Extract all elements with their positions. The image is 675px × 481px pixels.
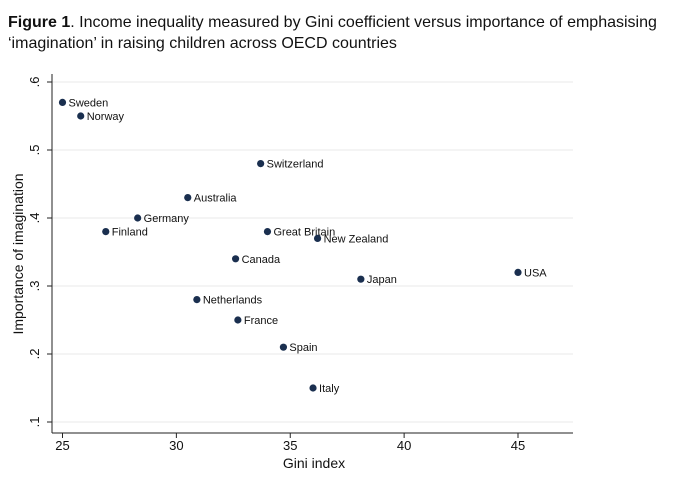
x-tick-label: 30 <box>169 438 183 453</box>
x-axis-title: Gini index <box>283 455 345 471</box>
x-tick-label: 40 <box>397 438 411 453</box>
data-point <box>102 228 110 236</box>
data-point-label: Germany <box>144 213 190 225</box>
data-point <box>357 275 365 283</box>
data-point-label: Spain <box>289 342 317 354</box>
data-point-label: USA <box>524 267 547 279</box>
figure-label: Figure 1 <box>8 14 71 31</box>
data-point-label: Sweden <box>69 97 109 109</box>
data-point-label: France <box>244 315 278 327</box>
data-point-label: Netherlands <box>203 295 263 307</box>
y-tick-label: .3 <box>27 281 42 292</box>
data-point <box>309 384 317 392</box>
x-tick-label: 35 <box>283 438 297 453</box>
data-point <box>313 234 322 242</box>
y-tick-label: .5 <box>27 145 42 156</box>
data-point <box>234 316 242 324</box>
data-point <box>77 112 85 120</box>
data-point-label: Canada <box>242 254 281 266</box>
data-point-label: New Zealand <box>324 233 389 245</box>
data-point <box>184 194 192 202</box>
x-tick-label: 45 <box>511 438 525 453</box>
data-point <box>257 160 265 168</box>
data-point <box>231 255 240 263</box>
data-point <box>514 268 522 276</box>
y-tick-label: .2 <box>27 349 42 360</box>
data-point <box>58 98 67 106</box>
x-tick-label: 25 <box>55 438 69 453</box>
data-point <box>134 214 142 222</box>
grid-lines <box>52 81 573 423</box>
figure-caption: Figure 1. Income inequality measured by … <box>8 12 670 54</box>
data-points: Sweden Norway Switzerland Australia Germany F… <box>58 97 547 395</box>
data-point <box>279 343 288 351</box>
data-point-label: Norway <box>87 111 125 123</box>
data-point-label: Finland <box>112 227 148 239</box>
y-tick-label: .6 <box>27 77 42 88</box>
data-point-label: Australia <box>194 193 238 205</box>
data-point <box>263 228 272 236</box>
data-point-label: Switzerland <box>267 159 324 171</box>
data-point <box>193 296 201 304</box>
y-axis-title: Importance of imagination <box>10 173 26 334</box>
data-point-label: Italy <box>319 383 340 395</box>
data-point-label: Japan <box>367 274 397 286</box>
x-ticks: 25 30 35 40 45 <box>55 433 525 453</box>
y-tick-label: .1 <box>27 417 42 428</box>
figure-caption-text: . Income inequality measured by Gini coe… <box>8 14 657 52</box>
y-ticks: .1 .2 .3 .4 .5 .6 <box>27 77 52 428</box>
y-tick-label: .4 <box>27 213 42 224</box>
